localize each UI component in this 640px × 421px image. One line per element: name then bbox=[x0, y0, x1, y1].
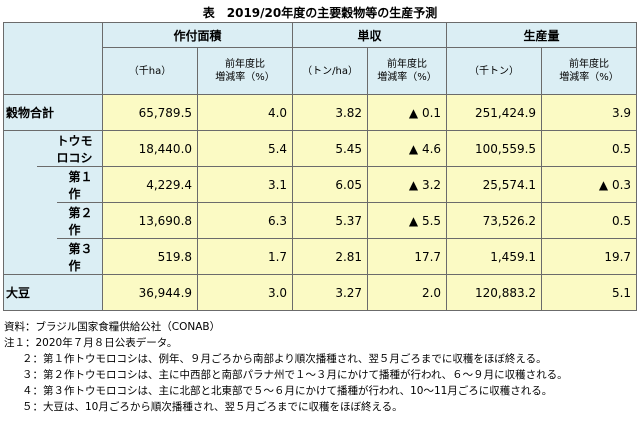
cell-production: 251,424.9 bbox=[446, 94, 543, 131]
cell-yield: 5.37 bbox=[292, 202, 369, 239]
note-2: ２：第１作トウモロコシは、例年、９月ごろから南部より順次播種され、翌５月ごろまで… bbox=[22, 353, 547, 365]
cell-area-change: 6.3 bbox=[197, 202, 294, 239]
cell-production: 100,559.5 bbox=[446, 130, 543, 167]
row-label: 大豆 bbox=[2, 274, 103, 311]
cell-area-change: 3.1 bbox=[197, 166, 294, 203]
cell-production-change: 5.1 bbox=[541, 274, 638, 311]
row-label: トウモロコシ bbox=[36, 130, 104, 167]
cell-production: 73,526.2 bbox=[446, 202, 543, 239]
table-row-corn-second-crop: 第２作 13,690.8 6.3 5.37 ▲ 5.5 73,526.2 0.5 bbox=[4, 202, 638, 239]
header-area-unit: （千ha） bbox=[102, 47, 199, 95]
cell-yield: 6.05 bbox=[292, 166, 369, 203]
cell-yield-change: 2.0 bbox=[367, 274, 448, 311]
header-production-change: 前年度比 増減率（%） bbox=[541, 47, 638, 95]
cell-area: 13,690.8 bbox=[102, 202, 199, 239]
cell-production-change: 3.9 bbox=[541, 94, 638, 131]
header-row-units: （千ha） 前年度比 増減率（%） （トン/ha） 前年度比 増減率（%） （千… bbox=[4, 47, 638, 95]
cell-yield-change: ▲ 0.1 bbox=[367, 94, 448, 131]
cell-area-change: 5.4 bbox=[197, 130, 294, 167]
cell-area-change: 4.0 bbox=[197, 94, 294, 131]
cell-yield-change: ▲ 3.2 bbox=[367, 166, 448, 203]
indent-spacer bbox=[36, 166, 57, 275]
cell-area: 18,440.0 bbox=[102, 130, 199, 167]
cell-production: 120,883.2 bbox=[446, 274, 543, 311]
header-area: 作付面積 bbox=[102, 22, 294, 48]
table-row-soybean: 大豆 36,944.9 3.0 3.27 2.0 120,883.2 5.1 bbox=[2, 274, 638, 311]
header-yield-change: 前年度比 増減率（%） bbox=[367, 47, 448, 95]
cell-production-change: ▲ 0.3 bbox=[541, 166, 638, 203]
production-forecast-table: 作付面積 単収 生産量 （千ha） 前年度比 増減率（%） （トン/ha） 前年… bbox=[2, 22, 638, 311]
cell-area-change: 3.0 bbox=[197, 274, 294, 311]
header-yield-unit: （トン/ha） bbox=[292, 47, 369, 95]
cell-yield: 2.81 bbox=[292, 238, 369, 275]
header-area-change: 前年度比 増減率（%） bbox=[197, 47, 294, 95]
header-yield: 単収 bbox=[292, 22, 448, 48]
table-row-grain-total: 穀物合計 65,789.5 4.0 3.82 ▲ 0.1 251,424.9 3… bbox=[2, 94, 638, 131]
cell-production-change: 0.5 bbox=[541, 130, 638, 167]
cell-area: 65,789.5 bbox=[102, 94, 199, 131]
indent-spacer bbox=[3, 130, 37, 275]
table-row-corn-first-crop: 第１作 4,229.4 3.1 6.05 ▲ 3.2 25,574.1 ▲ 0.… bbox=[4, 166, 638, 275]
note-4: ４：第３作トウモロコシは、主に北部と北東部で５～６月にかけて播種が行われ、10～… bbox=[22, 385, 553, 397]
cell-production: 25,574.1 bbox=[446, 166, 543, 203]
cell-yield: 3.82 bbox=[292, 94, 369, 131]
header-corner bbox=[2, 22, 104, 95]
row-label: 第３作 bbox=[56, 238, 104, 275]
cell-area: 519.8 bbox=[102, 238, 199, 275]
note-3: ３：第２作トウモロコシは、主に中西部と南部パラナ州で１～３月にかけて播種が行われ… bbox=[22, 369, 568, 381]
notes: 資料：ブラジル国家食糧供給公社（CONAB） 注１：2020年７月８日公表データ… bbox=[4, 319, 568, 415]
table-row-corn: トウモロコシ 18,440.0 5.4 5.45 ▲ 4.6 100,559.5… bbox=[3, 130, 638, 275]
note-5: ５：大豆は、10月ごろから順次播種され、翌５月ごろまでに収穫をほぼ終える。 bbox=[22, 401, 403, 413]
header-production: 生産量 bbox=[446, 22, 638, 48]
header-row-groups: 作付面積 単収 生産量 bbox=[2, 22, 638, 95]
cell-yield: 5.45 bbox=[292, 130, 369, 167]
table-title: 表 2019/20年度の主要穀物等の生産予測 bbox=[202, 6, 438, 20]
cell-yield-change: ▲ 4.6 bbox=[367, 130, 448, 167]
cell-area: 36,944.9 bbox=[102, 274, 199, 311]
cell-area: 4,229.4 bbox=[102, 166, 199, 203]
cell-yield-change: 17.7 bbox=[367, 238, 448, 275]
row-label: 第１作 bbox=[56, 166, 104, 203]
table-row-corn-third-crop: 第３作 519.8 1.7 2.81 17.7 1,459.1 19.7 bbox=[4, 238, 638, 275]
cell-area-change: 1.7 bbox=[197, 238, 294, 275]
cell-yield-change: ▲ 5.5 bbox=[367, 202, 448, 239]
header-production-unit: （千トン） bbox=[446, 47, 543, 95]
cell-production: 1,459.1 bbox=[446, 238, 543, 275]
note-1: 注１：2020年７月８日公表データ。 bbox=[4, 337, 178, 349]
row-label: 穀物合計 bbox=[2, 94, 103, 131]
cell-production-change: 0.5 bbox=[541, 202, 638, 239]
source-note: 資料：ブラジル国家食糧供給公社（CONAB） bbox=[4, 321, 221, 333]
cell-production-change: 19.7 bbox=[541, 238, 638, 275]
row-label: 第２作 bbox=[56, 202, 104, 239]
cell-yield: 3.27 bbox=[292, 274, 369, 311]
